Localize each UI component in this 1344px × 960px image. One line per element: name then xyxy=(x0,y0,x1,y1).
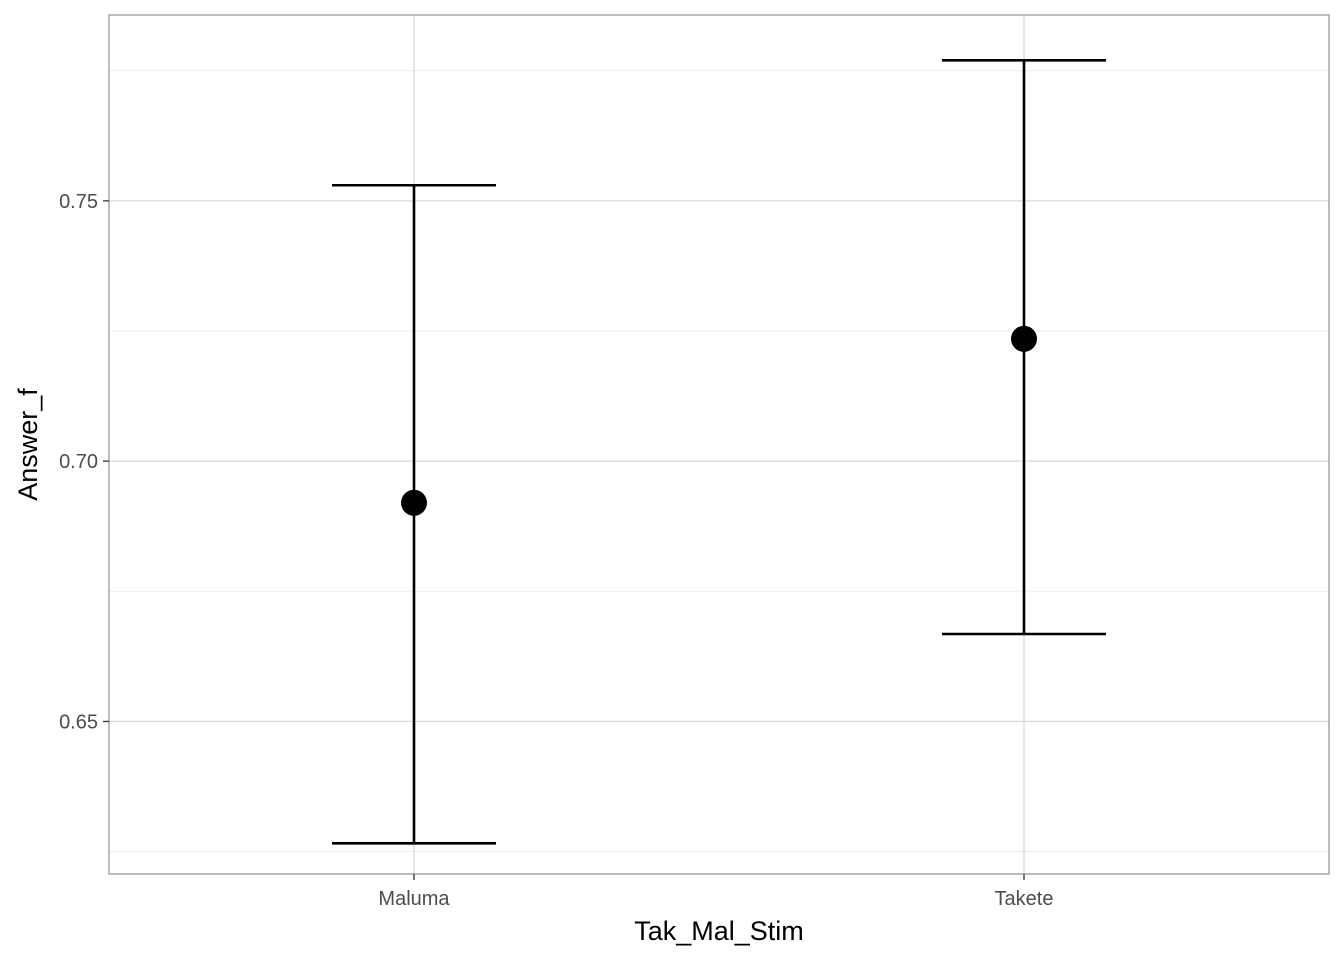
x-tick-label: Takete xyxy=(995,888,1054,910)
plot-marks xyxy=(332,58,1106,845)
y-tick-label: 0.75 xyxy=(59,191,98,213)
minor-gridlines xyxy=(109,70,1329,853)
panel-border xyxy=(108,14,1330,875)
x-axis-ticks: Maluma Takete xyxy=(378,874,1053,910)
y-axis-title: Answer_f xyxy=(13,388,43,501)
x-tick-label: Maluma xyxy=(378,888,450,910)
x-axis-title: Tak_Mal_Stim xyxy=(634,916,804,946)
y-axis-ticks: 0.65 0.70 0.75 xyxy=(59,191,109,733)
y-tick-label: 0.70 xyxy=(59,451,98,473)
point-takete xyxy=(1011,325,1037,352)
point-maluma xyxy=(401,489,427,516)
y-tick-label: 0.65 xyxy=(59,711,98,733)
